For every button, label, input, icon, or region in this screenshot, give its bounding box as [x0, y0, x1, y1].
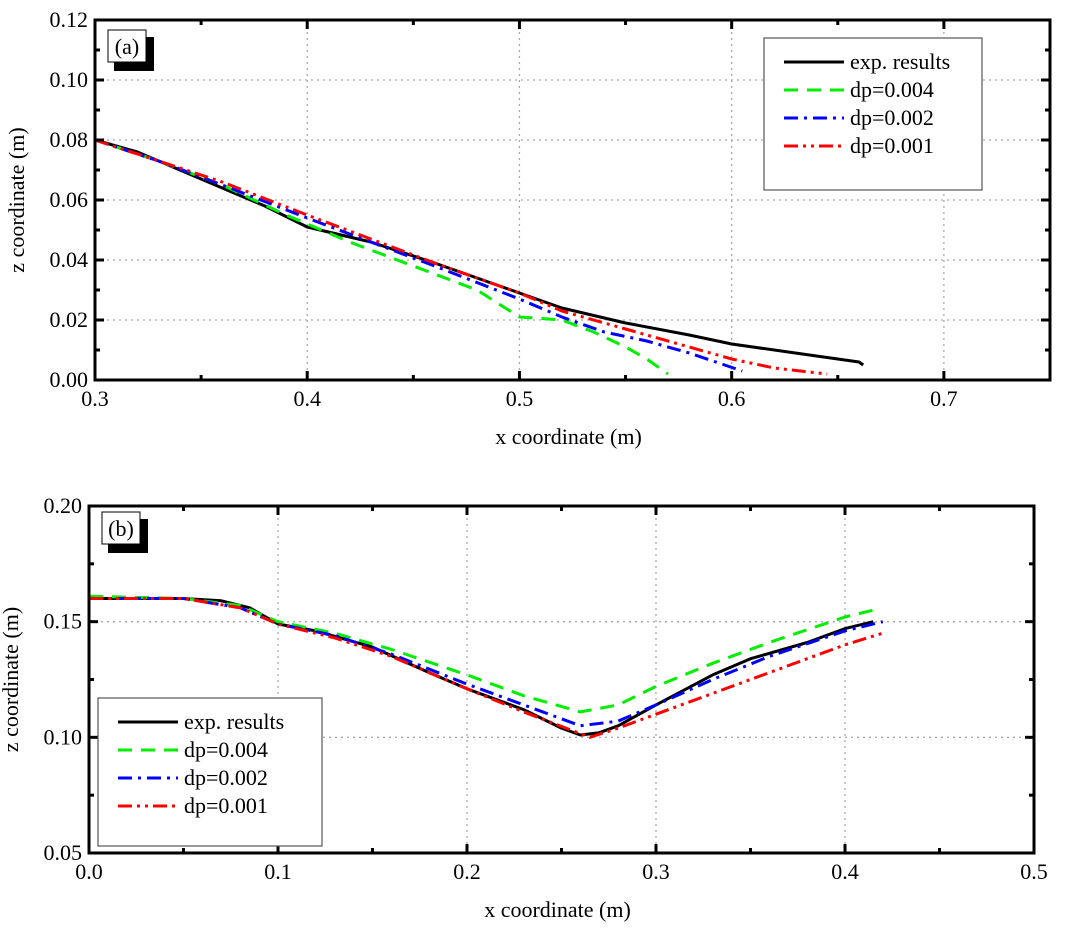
x-tick-label: 0.0 — [75, 859, 103, 884]
x-tick-label: 0.1 — [264, 859, 292, 884]
series-line-dp-0-004 — [88, 594, 874, 714]
legend: exp. results dp=0.004 dp=0.002 dp=0.001 — [97, 697, 323, 847]
panel-label: (a) — [115, 34, 139, 59]
legend-label: exp. results — [184, 709, 284, 734]
x-tick-label: 0.3 — [642, 859, 670, 884]
series-line-exp-results — [94, 138, 865, 367]
y-tick-label: 0.10 — [44, 724, 83, 749]
series-line-dp-0-001 — [94, 138, 828, 376]
x-tick-label: 0.4 — [293, 386, 321, 411]
y-tick-label: 0.20 — [44, 493, 83, 518]
y-tick-label: 0.15 — [44, 609, 83, 634]
legend-label: exp. results — [850, 49, 950, 74]
y-tick-label: 0.04 — [50, 247, 89, 272]
legend-label: dp=0.001 — [850, 133, 934, 158]
x-tick-label: 0.5 — [506, 386, 534, 411]
legend-label: dp=0.002 — [184, 765, 268, 790]
x-axis-title: x coordinate (m) — [495, 424, 642, 449]
y-tick-label: 0.10 — [50, 67, 89, 92]
legend-label: dp=0.004 — [184, 737, 268, 762]
chart-panel-b: 0.0 0.1 0.2 0.3 0.4 0.5 0.05 0.10 0.15 0.20 x coor… — [0, 493, 1048, 922]
panel-label-frame — [101, 511, 141, 545]
legend: exp. results dp=0.004 dp=0.002 dp=0.001 — [763, 37, 983, 191]
x-tick-label: 0.7 — [930, 386, 958, 411]
y-tick-label: 0.05 — [44, 840, 83, 865]
legend-label: dp=0.002 — [850, 105, 934, 130]
panel-label-box: (a) — [107, 29, 154, 71]
y-tick-label: 0.06 — [50, 187, 89, 212]
legend-label: dp=0.004 — [850, 77, 934, 102]
series-line-dp-0-002 — [89, 597, 884, 728]
x-tick-label: 0.3 — [81, 386, 109, 411]
x-axis-title: x coordinate (m) — [484, 897, 631, 922]
y-axis-title: z coordinate (m) — [4, 127, 29, 272]
x-tick-label: 0.2 — [453, 859, 481, 884]
series-line-dp-0-004 — [94, 138, 669, 376]
y-axis-title: z coordinate (m) — [0, 607, 23, 752]
x-tick-label: 0.4 — [831, 859, 859, 884]
series-line-dp-0-002 — [94, 138, 743, 373]
x-tick-label: 0.6 — [718, 386, 746, 411]
x-tick-label: 0.5 — [1020, 859, 1048, 884]
chart-panel-a: 0.3 0.4 0.5 0.6 0.7 0.00 0.02 0.04 0.06 0.08 0.10 0… — [4, 7, 1052, 449]
panel-label-frame — [107, 29, 147, 63]
y-tick-label: 0.08 — [50, 127, 89, 152]
y-tick-label: 0.12 — [50, 7, 89, 32]
panel-label: (b) — [108, 516, 134, 541]
y-tick-label: 0.00 — [50, 367, 89, 392]
y-tick-label: 0.02 — [50, 307, 89, 332]
legend-label: dp=0.001 — [184, 793, 268, 818]
panel-label-box: (b) — [101, 511, 148, 553]
